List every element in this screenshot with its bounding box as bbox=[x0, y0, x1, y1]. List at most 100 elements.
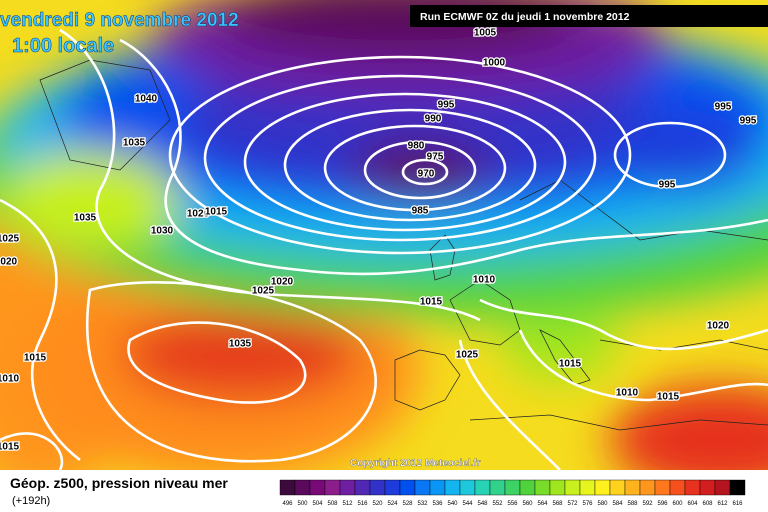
isobar-label: 1015 bbox=[559, 359, 582, 370]
legend-level: 528 bbox=[402, 501, 413, 507]
legend-level: 592 bbox=[642, 501, 653, 507]
legend-level: 604 bbox=[687, 501, 698, 507]
isobars bbox=[0, 28, 768, 470]
legend-level: 548 bbox=[477, 501, 488, 507]
legend-level: 572 bbox=[567, 501, 578, 507]
forecast-time: 1:00 locale bbox=[12, 35, 114, 57]
isobar-label: 1010 bbox=[473, 275, 496, 286]
legend-level: 600 bbox=[672, 501, 683, 507]
legend-level: 616 bbox=[732, 501, 743, 507]
legend-swatch bbox=[579, 479, 596, 496]
run-box bbox=[410, 5, 768, 27]
legend-swatch bbox=[654, 479, 671, 496]
legend-swatch bbox=[609, 479, 626, 496]
isobar-label: 1025 bbox=[456, 350, 479, 361]
legend-swatch bbox=[624, 479, 641, 496]
isobar-label: 1015 bbox=[205, 207, 228, 218]
legend-swatch bbox=[444, 479, 461, 496]
isobar-label: 995 bbox=[740, 116, 757, 127]
isobar-label: 995 bbox=[659, 180, 676, 191]
legend-swatch bbox=[429, 479, 446, 496]
isobar-label: 990 bbox=[425, 114, 442, 125]
isobar-label: 1020 bbox=[707, 321, 730, 332]
isobar-label: 1015 bbox=[24, 353, 47, 364]
legend-level: 512 bbox=[342, 501, 353, 507]
isobar-label: 995 bbox=[438, 100, 455, 111]
forecast-lead: (+192h) bbox=[12, 495, 50, 507]
legend-level: 612 bbox=[717, 501, 728, 507]
legend-swatch bbox=[729, 479, 746, 496]
legend-level: 520 bbox=[372, 501, 383, 507]
legend-swatch bbox=[309, 479, 326, 496]
legend-swatch bbox=[459, 479, 476, 496]
isobar-label: 1010 bbox=[0, 374, 20, 385]
legend-swatch bbox=[384, 479, 401, 496]
legend-level: 524 bbox=[387, 501, 398, 507]
isobar-label: 1015 bbox=[657, 392, 680, 403]
isobar-label: 1040 bbox=[135, 94, 158, 105]
legend-swatch bbox=[564, 479, 581, 496]
legend-level: 568 bbox=[552, 501, 563, 507]
isobar-label: 1020 bbox=[271, 277, 294, 288]
legend-swatch bbox=[519, 479, 536, 496]
legend-swatch bbox=[369, 479, 386, 496]
legend-swatch bbox=[534, 479, 551, 496]
isobar-label: 1010 bbox=[616, 388, 639, 399]
legend-level: 552 bbox=[492, 501, 503, 507]
legend-level: 516 bbox=[357, 501, 368, 507]
legend-level: 580 bbox=[597, 501, 608, 507]
isobar-label: 1035 bbox=[123, 138, 146, 149]
isobar-label: 1035 bbox=[229, 339, 252, 350]
legend-swatch bbox=[504, 479, 521, 496]
legend-level: 508 bbox=[327, 501, 338, 507]
legend-level: 532 bbox=[417, 501, 428, 507]
legend-level: 576 bbox=[582, 501, 593, 507]
isobar-label: 1000 bbox=[483, 58, 506, 69]
legend-level: 556 bbox=[507, 501, 518, 507]
legend-level: 584 bbox=[612, 501, 623, 507]
legend-swatch bbox=[549, 479, 566, 496]
legend-swatch bbox=[699, 479, 716, 496]
legend-swatch bbox=[339, 479, 356, 496]
legend-swatch bbox=[279, 479, 296, 496]
legend-level: 564 bbox=[537, 501, 548, 507]
isobar-label: 1020 bbox=[0, 257, 18, 268]
legend-level: 504 bbox=[312, 501, 323, 507]
isobar-label: 1015 bbox=[420, 297, 443, 308]
legend-swatch bbox=[324, 479, 341, 496]
legend-level: 588 bbox=[627, 501, 638, 507]
isobar-label: 980 bbox=[408, 141, 425, 152]
isobar-label: 1035 bbox=[74, 213, 97, 224]
footer-title: Géop. z500, pression niveau mer bbox=[10, 475, 228, 491]
isobar-label: 1025 bbox=[0, 234, 20, 245]
isobar-label: 975 bbox=[427, 152, 444, 163]
legend-swatch bbox=[639, 479, 656, 496]
legend-swatch bbox=[669, 479, 686, 496]
legend-swatch bbox=[354, 479, 371, 496]
legend-swatch bbox=[594, 479, 611, 496]
legend-swatch bbox=[399, 479, 416, 496]
legend-level: 540 bbox=[447, 501, 458, 507]
copyright: Copyright 2012 Meteociel.fr bbox=[350, 458, 481, 469]
isobar-label: 985 bbox=[412, 206, 429, 217]
forecast-date: vendredi 9 novembre 2012 bbox=[0, 10, 239, 31]
legend-level: 608 bbox=[702, 501, 713, 507]
isobar-label: 1005 bbox=[474, 28, 497, 39]
legend-swatch bbox=[684, 479, 701, 496]
legend-swatch bbox=[489, 479, 506, 496]
isobar-label: 1030 bbox=[151, 226, 174, 237]
legend-swatch bbox=[474, 479, 491, 496]
legend-level: 500 bbox=[297, 501, 308, 507]
map-field bbox=[0, 0, 768, 470]
legend-swatch bbox=[294, 479, 311, 496]
legend-swatch bbox=[414, 479, 431, 496]
legend-level: 596 bbox=[657, 501, 668, 507]
run-info: Run ECMWF 0Z du jeudi 1 novembre 2012 bbox=[420, 11, 630, 23]
legend-level: 536 bbox=[432, 501, 443, 507]
isobar-label: 1020 bbox=[187, 209, 210, 220]
isobar-label: 970 bbox=[418, 169, 435, 180]
isobar-label: 1025 bbox=[252, 286, 275, 297]
legend-swatch bbox=[714, 479, 731, 496]
legend-level: 544 bbox=[462, 501, 473, 507]
